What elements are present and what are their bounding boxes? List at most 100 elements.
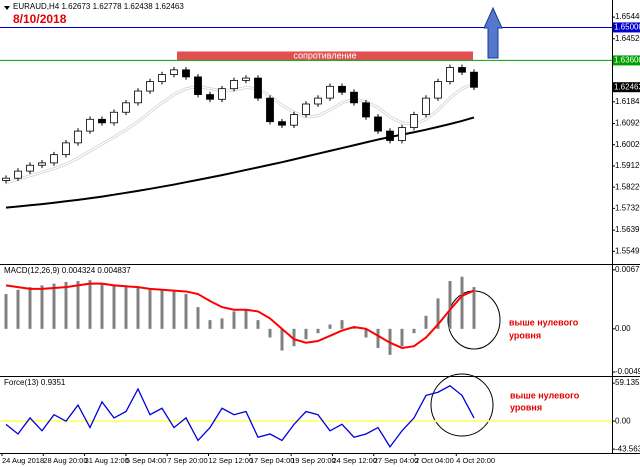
y-tick-label: 1.61845 (615, 97, 640, 106)
candle-body (146, 81, 154, 92)
annotation: уровня (509, 330, 541, 340)
candle-body (398, 127, 406, 141)
arrow (483, 6, 503, 59)
candle-body (74, 130, 82, 144)
y-tick-label: 0.00 (615, 416, 631, 425)
x-tick-label: 24 Sep 12:00 (332, 456, 377, 465)
y-tick-label: 59.1352 (615, 378, 640, 387)
candle-body (182, 69, 190, 78)
y-tick-label: 0.006792 (615, 265, 640, 274)
y-tick-label: 1.60920 (615, 119, 640, 128)
annotation: выше нулевого (510, 390, 580, 400)
candle-body (278, 121, 286, 126)
current-price-box (613, 82, 640, 93)
macd-bar (208, 320, 212, 329)
candle-body (110, 111, 118, 124)
candle-body (206, 94, 214, 100)
candle-body (350, 91, 358, 104)
force-line (5, 385, 475, 449)
candle-body (386, 130, 394, 141)
chart-title: EURAUD,H4 1.62673 1.62778 1.62438 1.6246… (13, 2, 184, 11)
candle-body (122, 102, 130, 113)
macd-bar (292, 328, 296, 347)
candle-body (38, 162, 46, 166)
x-tick-label: 17 Sep 04:00 (250, 456, 295, 465)
candle-body (410, 114, 418, 128)
macd-bar (136, 287, 140, 329)
annotation: выше нулевого (509, 317, 579, 327)
title-icon (4, 6, 10, 10)
macd-bar (448, 281, 452, 329)
macd-bar (412, 328, 416, 334)
macd-bar (436, 298, 440, 329)
macd-bar (148, 289, 152, 329)
macd-bar (472, 287, 476, 329)
highlight-circle (430, 373, 494, 437)
resistance-label: сопротивление (293, 50, 356, 60)
y-tick-label: -43.5635 (615, 444, 640, 453)
candle-body (2, 177, 10, 181)
candle-body (434, 81, 442, 99)
candle-body (314, 97, 322, 105)
x-tick-label: 4 Oct 20:00 (456, 456, 495, 465)
macd-bar (124, 286, 128, 329)
macd-bar (196, 307, 200, 329)
x-tick-label: 31 Aug 12:00 (85, 456, 129, 465)
arrow-head (483, 6, 503, 59)
x-tick-label: 24 Aug 2018 (2, 456, 44, 465)
macd-bar (304, 328, 308, 340)
y-tick-label: 1.55495 (615, 246, 640, 255)
candle-body (158, 74, 166, 83)
candle-body (374, 116, 382, 132)
macd-bar (4, 294, 8, 329)
x-tick-label: 27 Sep 04:00 (374, 456, 419, 465)
macd-bar (424, 315, 428, 329)
candle-body (326, 85, 334, 99)
candle-body (290, 114, 298, 126)
macd-bar (460, 276, 464, 329)
candle-body (242, 77, 250, 81)
force-title: Force(13) 0.9351 (4, 378, 66, 387)
candle-body (470, 71, 478, 88)
candle-body (302, 103, 310, 115)
macd-bar (328, 324, 332, 329)
date-label: 8/10/2018 (13, 12, 67, 26)
candle-body (230, 80, 238, 90)
resistance-zone (177, 51, 473, 61)
y-tick-label: 0.00 (615, 324, 631, 333)
macd-bar (280, 328, 284, 351)
macd-bar (172, 291, 176, 329)
candle-body (62, 142, 70, 156)
candle-body (266, 97, 274, 123)
macd-title: MACD(12,26,9) 0.004324 0.004837 (4, 266, 131, 275)
macd-bar (232, 311, 236, 329)
candle-body (446, 67, 454, 83)
y-tick-label: 1.59120 (615, 161, 640, 170)
x-tick-label: 7 Sep 20:00 (167, 456, 207, 465)
moving-average (5, 116, 475, 209)
candle-body (218, 88, 226, 100)
macd-bar (112, 285, 116, 329)
level-label: 1.65000 (614, 23, 640, 32)
y-tick-label: 1.65440 (615, 12, 640, 21)
macd-bar (40, 285, 44, 329)
candle-body (338, 85, 346, 93)
candle-body (50, 154, 58, 164)
macd-signal (5, 282, 475, 349)
level-label: 1.63600 (614, 56, 640, 65)
macd-bar (28, 287, 32, 329)
y-tick-label: 1.57320 (615, 203, 640, 212)
macd-bar (76, 281, 80, 329)
candle-body (254, 77, 262, 99)
y-tick-label: 1.58220 (615, 182, 640, 191)
macd-bar (268, 328, 272, 338)
candle-body (422, 97, 430, 115)
candle-body (134, 90, 142, 104)
x-tick-label: 19 Sep 20:00 (291, 456, 336, 465)
candle-body (98, 118, 106, 124)
candle-body (458, 67, 466, 73)
macd-bar (376, 328, 380, 348)
macd-bar (244, 309, 248, 329)
current-price-label: 1.62463 (614, 82, 640, 91)
x-tick-label: 5 Sep 04:00 (126, 456, 166, 465)
